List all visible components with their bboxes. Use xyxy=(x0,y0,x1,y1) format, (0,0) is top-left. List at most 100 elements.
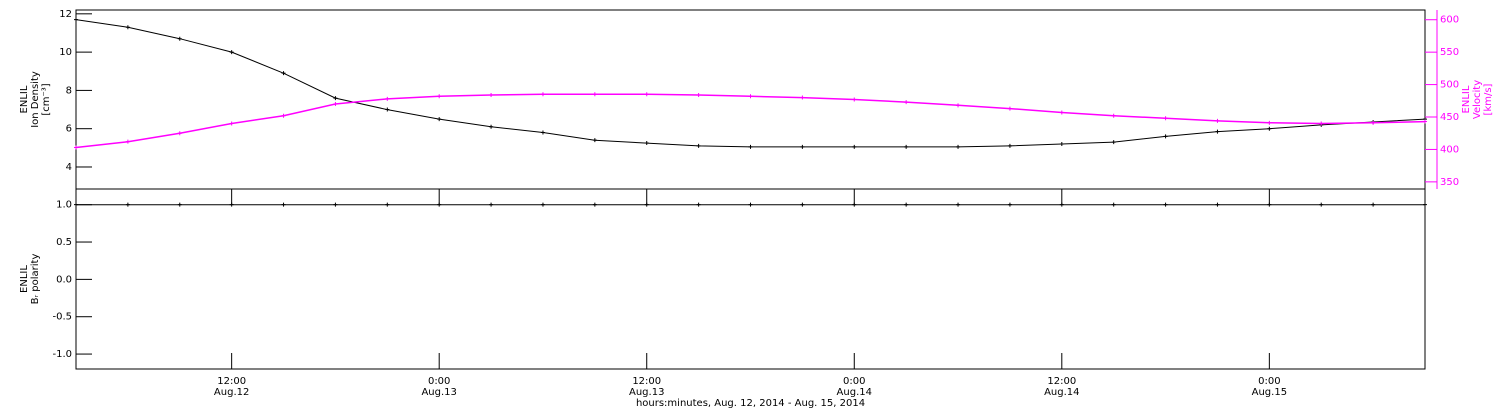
series-marker xyxy=(74,202,78,207)
series-marker xyxy=(956,144,961,149)
y-axis-label-line: [cm⁻³] xyxy=(41,83,52,115)
series-marker xyxy=(74,17,78,22)
series-marker xyxy=(904,144,909,149)
series-marker xyxy=(333,102,338,107)
y-tick-label: 8 xyxy=(66,85,72,96)
series-marker xyxy=(540,92,545,97)
series-marker xyxy=(125,139,130,144)
series-marker xyxy=(592,138,597,143)
series-marker xyxy=(1007,106,1012,111)
y-axis-label-line: ENLIL xyxy=(19,265,30,293)
series-marker xyxy=(437,117,442,122)
series-marker xyxy=(385,107,390,112)
series-marker xyxy=(696,202,701,207)
series-marker xyxy=(1059,202,1064,207)
series-marker xyxy=(800,144,805,149)
series-line xyxy=(75,19,1426,148)
y2-tick-label: 550 xyxy=(1440,47,1459,58)
x-tick-date: Aug.14 xyxy=(1044,387,1079,398)
series-marker xyxy=(489,124,494,129)
series-line xyxy=(75,93,1426,149)
series-marker xyxy=(1423,202,1427,207)
series-marker xyxy=(592,202,597,207)
series-marker xyxy=(644,92,649,97)
series-marker xyxy=(1267,202,1272,207)
plot-frame xyxy=(75,188,1426,370)
series-marker xyxy=(904,100,909,105)
series-marker xyxy=(333,96,338,101)
series-marker xyxy=(1059,142,1064,147)
y2-tick-label: 400 xyxy=(1440,144,1459,155)
series-marker xyxy=(592,92,597,97)
series-marker xyxy=(1267,120,1272,125)
series-marker xyxy=(748,144,753,149)
y-axis-label-line: Bᵣ polarity xyxy=(30,254,41,305)
y-tick-label: 0.0 xyxy=(56,274,72,285)
series-marker xyxy=(644,141,649,146)
series-marker xyxy=(540,130,545,135)
series-marker xyxy=(904,202,909,207)
series-marker xyxy=(800,95,805,100)
series-marker xyxy=(696,92,701,97)
y-axis-label: ENLILIon Density[cm⁻³] xyxy=(19,71,52,128)
y2-tick-label: 350 xyxy=(1440,177,1459,188)
series-marker xyxy=(385,96,390,101)
series-marker xyxy=(281,113,286,118)
series-marker xyxy=(696,143,701,148)
series-marker xyxy=(489,202,494,207)
y2-tick-label: 450 xyxy=(1440,112,1459,123)
y-tick-label: 4 xyxy=(66,162,72,173)
series-marker xyxy=(125,25,130,30)
x-tick-date: Aug.13 xyxy=(629,387,664,398)
y-tick-label: 12 xyxy=(59,9,72,20)
y2-tick-label: 500 xyxy=(1440,80,1459,91)
series-marker xyxy=(1163,116,1168,121)
x-tick-label: 12:00 xyxy=(1047,376,1076,387)
y-tick-label: 0.5 xyxy=(56,237,72,248)
series-marker xyxy=(333,202,338,207)
series-marker xyxy=(748,94,753,99)
y-tick-label: 1.0 xyxy=(56,200,72,211)
y2-axis-label-line: [km/s] xyxy=(1483,83,1494,115)
y-tick-label: 6 xyxy=(66,124,72,135)
series-marker xyxy=(1111,113,1116,118)
series-marker xyxy=(229,202,234,207)
series-marker xyxy=(1319,121,1324,126)
x-tick-label: 0:00 xyxy=(428,376,450,387)
series-marker xyxy=(852,202,857,207)
x-tick-label: 12:00 xyxy=(217,376,246,387)
series-marker xyxy=(437,94,442,99)
series-marker xyxy=(1371,120,1376,125)
series-marker xyxy=(281,202,286,207)
series-marker xyxy=(74,145,78,150)
series-marker xyxy=(177,131,182,136)
y-axis-label: ENLILBᵣ polarity xyxy=(19,254,41,305)
series-marker xyxy=(229,50,234,55)
series-marker xyxy=(385,202,390,207)
y-tick-label: 10 xyxy=(59,47,72,58)
y-axis-label-line: ENLIL xyxy=(19,85,30,113)
series-marker xyxy=(281,71,286,76)
series-marker xyxy=(852,97,857,102)
series-marker xyxy=(852,144,857,149)
series-marker xyxy=(1111,202,1116,207)
series-marker xyxy=(1371,202,1376,207)
series-marker xyxy=(800,202,805,207)
series-marker xyxy=(1267,126,1272,131)
x-tick-label: 0:00 xyxy=(1258,376,1280,387)
series-marker xyxy=(1059,110,1064,115)
x-tick-date: Aug.13 xyxy=(421,387,456,398)
y-axis-label-line: Ion Density xyxy=(30,71,41,128)
y-tick-label: -1.0 xyxy=(52,349,72,360)
x-tick-date: Aug.14 xyxy=(837,387,872,398)
y2-axis-label: ENLILVelocity[km/s] xyxy=(1461,80,1494,119)
plot-frame xyxy=(75,9,1426,190)
y-tick-label: -0.5 xyxy=(52,312,72,323)
series-marker xyxy=(229,121,234,126)
series-marker xyxy=(1007,202,1012,207)
x-tick-label: 0:00 xyxy=(843,376,865,387)
series-marker xyxy=(1215,118,1220,123)
series-marker xyxy=(956,202,961,207)
series-marker xyxy=(1215,129,1220,134)
x-tick-label: 12:00 xyxy=(632,376,661,387)
